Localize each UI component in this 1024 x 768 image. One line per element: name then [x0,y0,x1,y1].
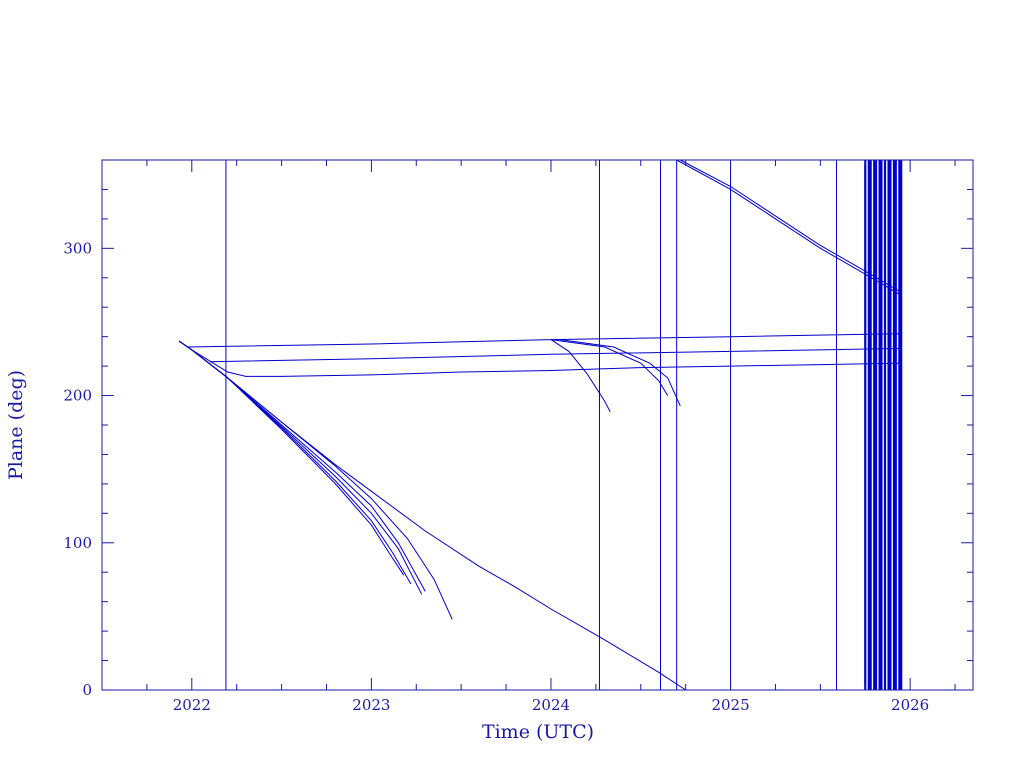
y-tick-label: 300 [63,239,92,257]
plot-frame [101,159,974,691]
vertical-marker-lines [225,160,903,690]
x-tick-label: 2026 [891,696,929,714]
x-axis-title: Time (UTC) [482,721,594,743]
series-line [178,340,405,576]
y-axis-title: Plane (deg) [5,370,27,480]
series-line [178,340,426,592]
x-tick-label: 2024 [532,696,570,714]
series-line [178,340,453,620]
series-line [178,340,412,585]
series-line [559,339,681,407]
y-tick-label: 0 [82,681,92,699]
series-line [186,333,902,348]
x-tick-label: 2022 [173,696,211,714]
x-tick-label: 2025 [711,696,749,714]
series-line [209,347,902,363]
x-axis-ticks: 2022 2023 2024 2025 2026 [146,160,956,714]
series-line [550,339,611,413]
x-tick-label: 2023 [352,696,390,714]
y-tick-label: 200 [63,387,92,405]
series-line [676,159,902,296]
y-axis-ticks: 0 100 200 300 [63,159,973,699]
series-line [550,339,669,396]
series-layer [178,159,902,691]
series-line [178,340,902,377]
series-line [178,340,423,595]
series-line [680,159,902,293]
y-tick-label: 100 [63,534,92,552]
series-line [178,340,686,691]
